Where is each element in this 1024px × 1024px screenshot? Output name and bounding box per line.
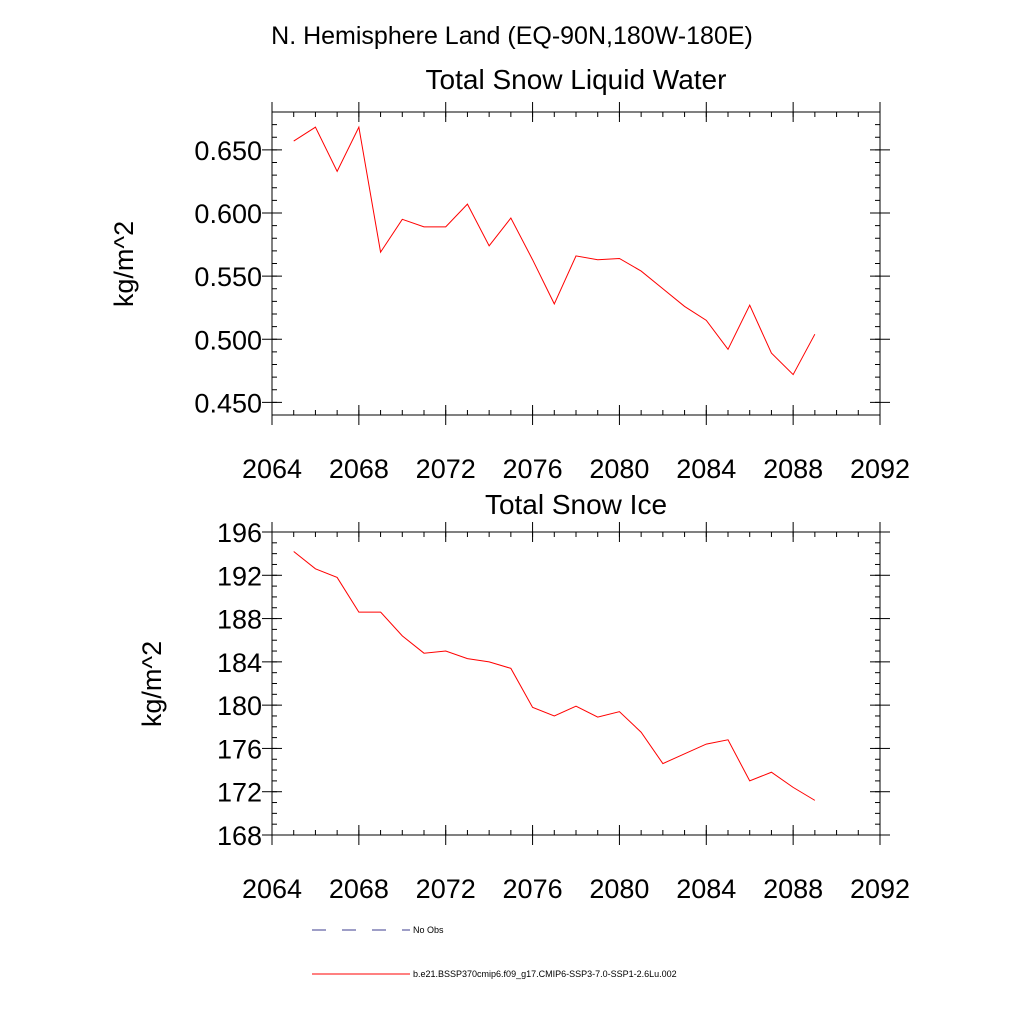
x-tick-label: 2088 <box>763 874 823 904</box>
y-tick-label: 0.550 <box>194 262 262 292</box>
x-tick-label: 2088 <box>763 454 823 484</box>
x-tick-label: 2076 <box>503 454 563 484</box>
y-tick-label: 0.600 <box>194 199 262 229</box>
x-tick-label: 2064 <box>242 874 302 904</box>
y-tick-label: 184 <box>217 648 262 678</box>
y-axis-label: kg/m^2 <box>137 641 167 727</box>
x-tick-label: 2068 <box>329 874 389 904</box>
legend-label: No Obs <box>413 925 444 935</box>
y-tick-label: 0.450 <box>194 388 262 418</box>
panel-title: Total Snow Liquid Water <box>426 64 727 95</box>
x-tick-label: 2092 <box>850 454 910 484</box>
axis-ticks <box>262 102 890 425</box>
plot-frame <box>271 111 881 416</box>
x-tick-label: 2064 <box>242 454 302 484</box>
series-line <box>293 551 816 801</box>
series-lines <box>293 125 816 376</box>
y-tick-label: 196 <box>217 518 262 548</box>
panel-title: Total Snow Ice <box>485 489 667 520</box>
x-tick-label: 2072 <box>416 454 476 484</box>
legend-item-series: b.e21.BSSP370cmip6.f09_g17.CMIP6-SSP3-7.… <box>312 969 677 979</box>
x-tick-label: 2084 <box>676 874 736 904</box>
panel-snow-ice: Total Snow Ice kg/m^2 2064 2068 2072 2076 20… <box>137 489 910 904</box>
y-tick-label: 0.650 <box>194 136 262 166</box>
y-tick-label: 188 <box>217 605 262 635</box>
x-tick-label: 2068 <box>329 454 389 484</box>
axis-ticks <box>262 522 890 845</box>
y-tick-label: 192 <box>217 561 262 591</box>
y-tick-label: 172 <box>217 778 262 808</box>
y-axis-label: kg/m^2 <box>109 221 139 307</box>
x-tick-label: 2080 <box>589 454 649 484</box>
series-lines <box>293 551 816 801</box>
y-tick-label: 180 <box>217 691 262 721</box>
y-tick-label: 0.500 <box>194 325 262 355</box>
x-tick-label: 2080 <box>589 874 649 904</box>
legend-label: b.e21.BSSP370cmip6.f09_g17.CMIP6-SSP3-7.… <box>413 969 677 979</box>
legend: No Obs b.e21.BSSP370cmip6.f09_g17.CMIP6-… <box>312 925 677 979</box>
x-tick-label: 2084 <box>676 454 736 484</box>
y-tick-label: 168 <box>217 821 262 851</box>
legend-item-no-obs: No Obs <box>312 925 444 935</box>
x-tick-label: 2092 <box>850 874 910 904</box>
series-line <box>293 125 816 376</box>
y-tick-label: 176 <box>217 734 262 764</box>
tick-labels: 2064 2068 2072 2076 2080 2084 2088 2092 168 172 17… <box>217 518 910 904</box>
page-title: N. Hemisphere Land (EQ-90N,180W-180E) <box>271 22 753 50</box>
tick-labels: 2064 2068 2072 2076 2080 2084 2088 2092 0.450 0.5… <box>194 136 910 484</box>
x-tick-label: 2076 <box>503 874 563 904</box>
plot-frame <box>271 531 881 836</box>
x-tick-label: 2072 <box>416 874 476 904</box>
panel-snow-liquid-water: Total Snow Liquid Water kg/m^2 2064 2068 2… <box>109 64 910 484</box>
